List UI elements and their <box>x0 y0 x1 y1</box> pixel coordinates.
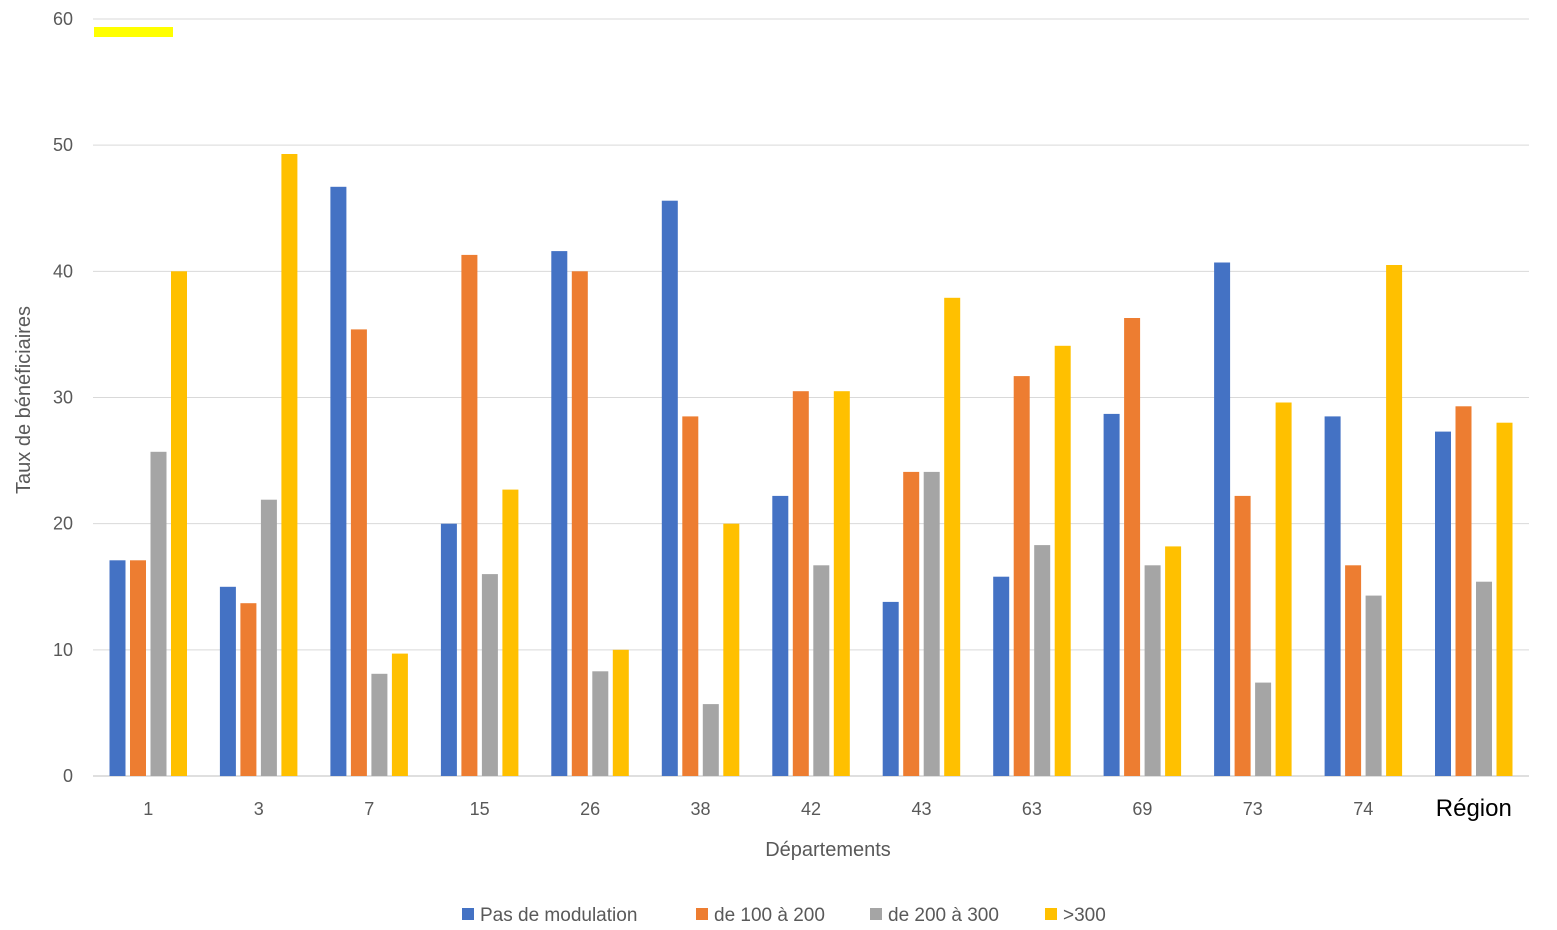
x-tick-label: 42 <box>801 799 821 819</box>
bar <box>1214 262 1231 776</box>
x-tick-label: 26 <box>580 799 600 819</box>
x-tick-label: 69 <box>1132 799 1152 819</box>
bar <box>1165 546 1182 776</box>
bar <box>723 523 740 776</box>
bar <box>682 416 699 776</box>
y-tick-label: 30 <box>53 388 73 408</box>
bar <box>1435 431 1451 776</box>
bar <box>1345 565 1362 776</box>
bar <box>1144 565 1161 776</box>
bar <box>661 200 678 776</box>
bar <box>1255 682 1272 776</box>
bar <box>1103 413 1120 776</box>
bar <box>833 391 850 776</box>
bar <box>1386 265 1403 776</box>
bar <box>461 254 478 776</box>
legend-swatch <box>1045 908 1057 920</box>
bar <box>944 297 961 776</box>
bar <box>281 154 298 776</box>
bar <box>923 471 940 776</box>
bar <box>592 671 609 776</box>
y-tick-label: 60 <box>53 9 73 29</box>
bar <box>440 523 457 776</box>
x-tick-label: 38 <box>690 799 710 819</box>
bar <box>240 603 257 776</box>
legend-swatch <box>870 908 882 920</box>
bar <box>571 271 588 776</box>
bar <box>772 495 789 776</box>
y-tick-label: 0 <box>63 766 73 786</box>
y-tick-label: 10 <box>53 640 73 660</box>
bar <box>219 586 236 777</box>
bar <box>1054 345 1071 776</box>
bar <box>391 653 408 776</box>
bar <box>882 601 899 776</box>
bar <box>1476 581 1492 776</box>
legend-swatch <box>462 908 474 920</box>
bar <box>1234 495 1251 776</box>
bar <box>130 560 146 776</box>
legend-label: Pas de modulation <box>480 905 637 926</box>
bar <box>481 574 498 776</box>
legend-label: >300 <box>1063 905 1106 926</box>
bar <box>330 186 347 777</box>
bar <box>993 576 1010 776</box>
x-tick-label: 43 <box>911 799 931 819</box>
legend-swatch <box>696 908 708 920</box>
x-tick-label: 7 <box>364 799 374 819</box>
legend-label: de 100 à 200 <box>714 905 825 926</box>
x-tick-label: 73 <box>1243 799 1263 819</box>
x-tick-label: Région <box>1436 795 1512 822</box>
bar <box>612 649 629 776</box>
bar <box>350 329 367 776</box>
bar <box>551 251 568 777</box>
y-tick-label: 40 <box>53 261 73 281</box>
bar <box>150 451 167 776</box>
bar <box>1124 318 1141 776</box>
legend-label: de 200 à 300 <box>888 905 999 926</box>
bar <box>1455 406 1472 776</box>
y-axis-title: Taux de bénéficiaires <box>13 306 35 494</box>
x-tick-label: 1 <box>143 799 153 819</box>
x-tick-label: 74 <box>1353 799 1373 819</box>
bar <box>1365 595 1382 776</box>
x-axis-title: Départements <box>765 839 891 861</box>
bar <box>371 673 388 776</box>
legend: Pas de modulation de 100 à 200 de 200 à 30… <box>462 905 1106 926</box>
y-axis-tick-labels: 0 10 20 30 40 50 60 <box>53 9 73 786</box>
y-tick-label: 50 <box>53 135 73 155</box>
bar <box>792 391 809 776</box>
x-tick-label: 3 <box>254 799 264 819</box>
bars <box>109 154 1513 777</box>
bar <box>502 489 519 776</box>
bar <box>1034 545 1051 776</box>
bar <box>260 499 277 776</box>
bar <box>171 271 187 776</box>
bar <box>813 565 830 776</box>
bar <box>1496 422 1513 776</box>
x-tick-label: 63 <box>1022 799 1042 819</box>
bar <box>1324 416 1341 776</box>
bar <box>702 704 719 776</box>
bar <box>903 471 920 776</box>
bar <box>1275 402 1292 776</box>
bar <box>109 560 126 776</box>
yellow-marker <box>94 27 173 37</box>
x-axis-tick-labels: 1 3 7 15 26 38 42 43 63 69 73 74 Région <box>143 795 1512 822</box>
bar <box>1013 376 1030 776</box>
gridlines <box>93 18 1529 777</box>
y-tick-label: 20 <box>53 514 73 534</box>
x-tick-label: 15 <box>470 799 490 819</box>
